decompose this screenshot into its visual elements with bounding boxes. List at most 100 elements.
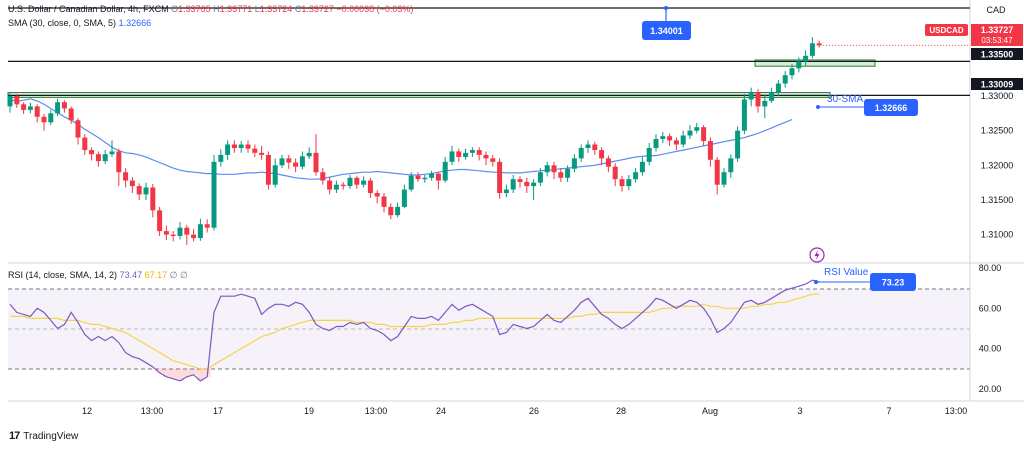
candle [735,126,741,162]
candle [21,102,27,115]
rsi-legend-value: 73.47 [119,270,143,280]
candle [7,92,13,113]
price-tick-label: 1.31000 [981,230,1014,240]
candle [109,140,115,157]
candle [490,154,496,167]
candle [762,94,768,119]
rsi-band-fill [8,289,970,369]
time-tick-label: 12 [82,406,92,416]
sma-legend[interactable]: SMA (30, close, 0, SMA, 5) 1.32666 [8,18,152,28]
candle [191,229,197,242]
candle [755,89,761,113]
price-axis[interactable]: 1.31000 1.31500 1.32000 1.32500 1.33000 [981,91,1014,240]
rsi-axis[interactable]: 20.00 40.00 60.00 80.00 [979,263,1002,394]
candle [367,177,373,198]
candle [89,147,95,161]
time-tick-label: 3 [797,406,802,416]
candle [728,154,734,178]
candle [680,130,686,148]
candle [687,125,693,139]
candle [796,57,802,73]
candle [252,144,258,157]
svg-text:RSI Value: RSI Value [824,267,869,278]
price-tick-label: 1.33000 [981,91,1014,101]
candle [272,158,278,188]
candle [340,181,346,190]
symbol-price-tag: USDCAD 1.33727 03:53:47 [925,24,1023,46]
time-tick-label: 26 [529,406,539,416]
candle [510,175,516,194]
candle [333,180,339,194]
candle [714,156,720,195]
svg-text:1.33009: 1.33009 [981,80,1014,90]
candle [184,224,190,245]
candle [503,184,509,198]
candle [673,137,679,151]
candle [592,141,598,155]
candle [605,155,611,173]
rsi-band-layer [8,288,970,370]
zone-layer [7,59,876,98]
candle [225,140,231,160]
candle [34,104,40,123]
candle [354,175,360,189]
time-tick-label: 13:00 [365,406,388,416]
candle [782,71,788,88]
level-label-1: 1.33500 [971,48,1023,60]
candle [803,50,809,66]
candle [361,176,367,188]
candle [408,172,414,192]
candle [741,93,747,135]
change-value: −0.00038 (−0.03%) [336,4,414,14]
candle [653,134,659,152]
candle [626,175,632,191]
lightning-icon[interactable] [809,247,825,263]
candle [170,231,176,242]
candle [82,134,88,155]
candle [456,148,462,162]
tradingview-logo-icon: 17 [9,430,20,442]
svg-text:1.32666: 1.32666 [875,103,908,113]
candle [293,158,299,173]
top-price-callout[interactable]: 1.34001 [642,6,691,40]
rsi-callout[interactable]: RSI Value 73.23 [814,267,916,291]
rsi-legend[interactable]: RSI (14, close, SMA, 14, 2) 73.47 67.17 … [8,270,188,280]
candle [211,154,217,231]
rsi-tick-label: 80.00 [979,263,1002,273]
sma-legend-value: 1.32666 [118,18,152,28]
price-tick-label: 1.31500 [981,195,1014,205]
candle [299,151,305,170]
rsi-ma-legend-value: 67.17 [144,270,168,280]
tradingview-logo[interactable]: 17 TradingView [9,430,78,442]
sma-callout[interactable]: 30-SMA 1.32666 [816,94,918,116]
candle [497,158,503,199]
candle [204,219,210,233]
candle [639,156,645,176]
candle [619,175,625,192]
time-axis[interactable]: 12 13:00 17 19 13:00 24 26 28 Aug 3 7 13:00 [82,406,967,416]
candle [721,168,727,188]
candle [129,177,135,194]
candle [667,133,673,146]
svg-text:1.34001: 1.34001 [650,26,683,36]
currency-label: CAD [986,5,1006,15]
candle [395,202,401,218]
time-tick-label: Aug [702,406,718,416]
sma-line [9,98,793,180]
candle [694,123,700,134]
candle [320,168,326,185]
candles-layer [7,37,822,245]
candle [544,161,550,177]
candle [401,184,407,209]
candle [660,132,666,144]
candle [422,175,428,183]
svg-text:03:53:47: 03:53:47 [981,36,1013,45]
candle [197,218,203,241]
candle [75,118,81,145]
symbol-header[interactable]: U.S. Dollar / Canadian Dollar, 4h, FXCM … [8,4,414,14]
candle [565,165,571,182]
svg-text:1.33500: 1.33500 [981,50,1014,60]
candle [415,172,421,182]
rsi-line [9,279,820,382]
